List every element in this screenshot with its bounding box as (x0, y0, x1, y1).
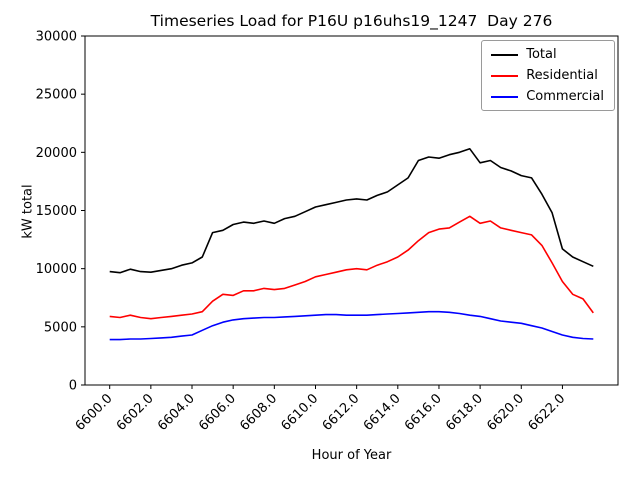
x-tick-label: 6616.0 (402, 391, 445, 434)
legend-label-total: Total (526, 47, 557, 62)
y-tick-label: 10000 (36, 262, 77, 277)
x-tick-label: 6612.0 (320, 391, 363, 434)
y-tick-label: 30000 (36, 30, 77, 45)
x-tick-label: 6602.0 (114, 391, 157, 434)
x-tick-label: 6614.0 (361, 391, 404, 434)
chart-title: Timeseries Load for P16U p16uhs19_1247 D… (150, 12, 553, 30)
legend-item-total: Total (491, 48, 604, 61)
commercial-series-line (109, 310, 594, 341)
residential-series-line (109, 215, 594, 320)
x-tick-label: 6618.0 (443, 391, 486, 434)
y-tick-label: 25000 (36, 88, 77, 103)
x-tick-label: 6606.0 (196, 391, 239, 434)
legend-item-commercial: Commercial (491, 90, 604, 103)
y-tick-label: 0 (69, 379, 77, 394)
x-axis-label: Hour of Year (311, 448, 392, 463)
x-tick-label: 6600.0 (73, 391, 116, 434)
legend-label-residential: Residential (526, 68, 598, 83)
y-tick-label: 20000 (36, 146, 77, 161)
x-tick-label: 6620.0 (484, 391, 527, 434)
x-tick-label: 6610.0 (279, 391, 322, 434)
commercial-line-swatch (491, 95, 519, 98)
total-series-line (109, 148, 594, 274)
residential-line-swatch (491, 74, 519, 77)
y-tick-label: 15000 (36, 204, 77, 219)
x-tick-label: 6622.0 (525, 391, 568, 434)
y-axis-label: kW total (20, 184, 36, 239)
legend-item-residential: Residential (491, 69, 604, 82)
legend-label-commercial: Commercial (526, 89, 604, 104)
x-tick-label: 6608.0 (237, 391, 280, 434)
total-line-swatch (491, 53, 519, 56)
x-tick-label: 6604.0 (155, 391, 198, 434)
legend: Total Residential Commercial (481, 40, 615, 111)
y-tick-label: 5000 (44, 320, 77, 335)
